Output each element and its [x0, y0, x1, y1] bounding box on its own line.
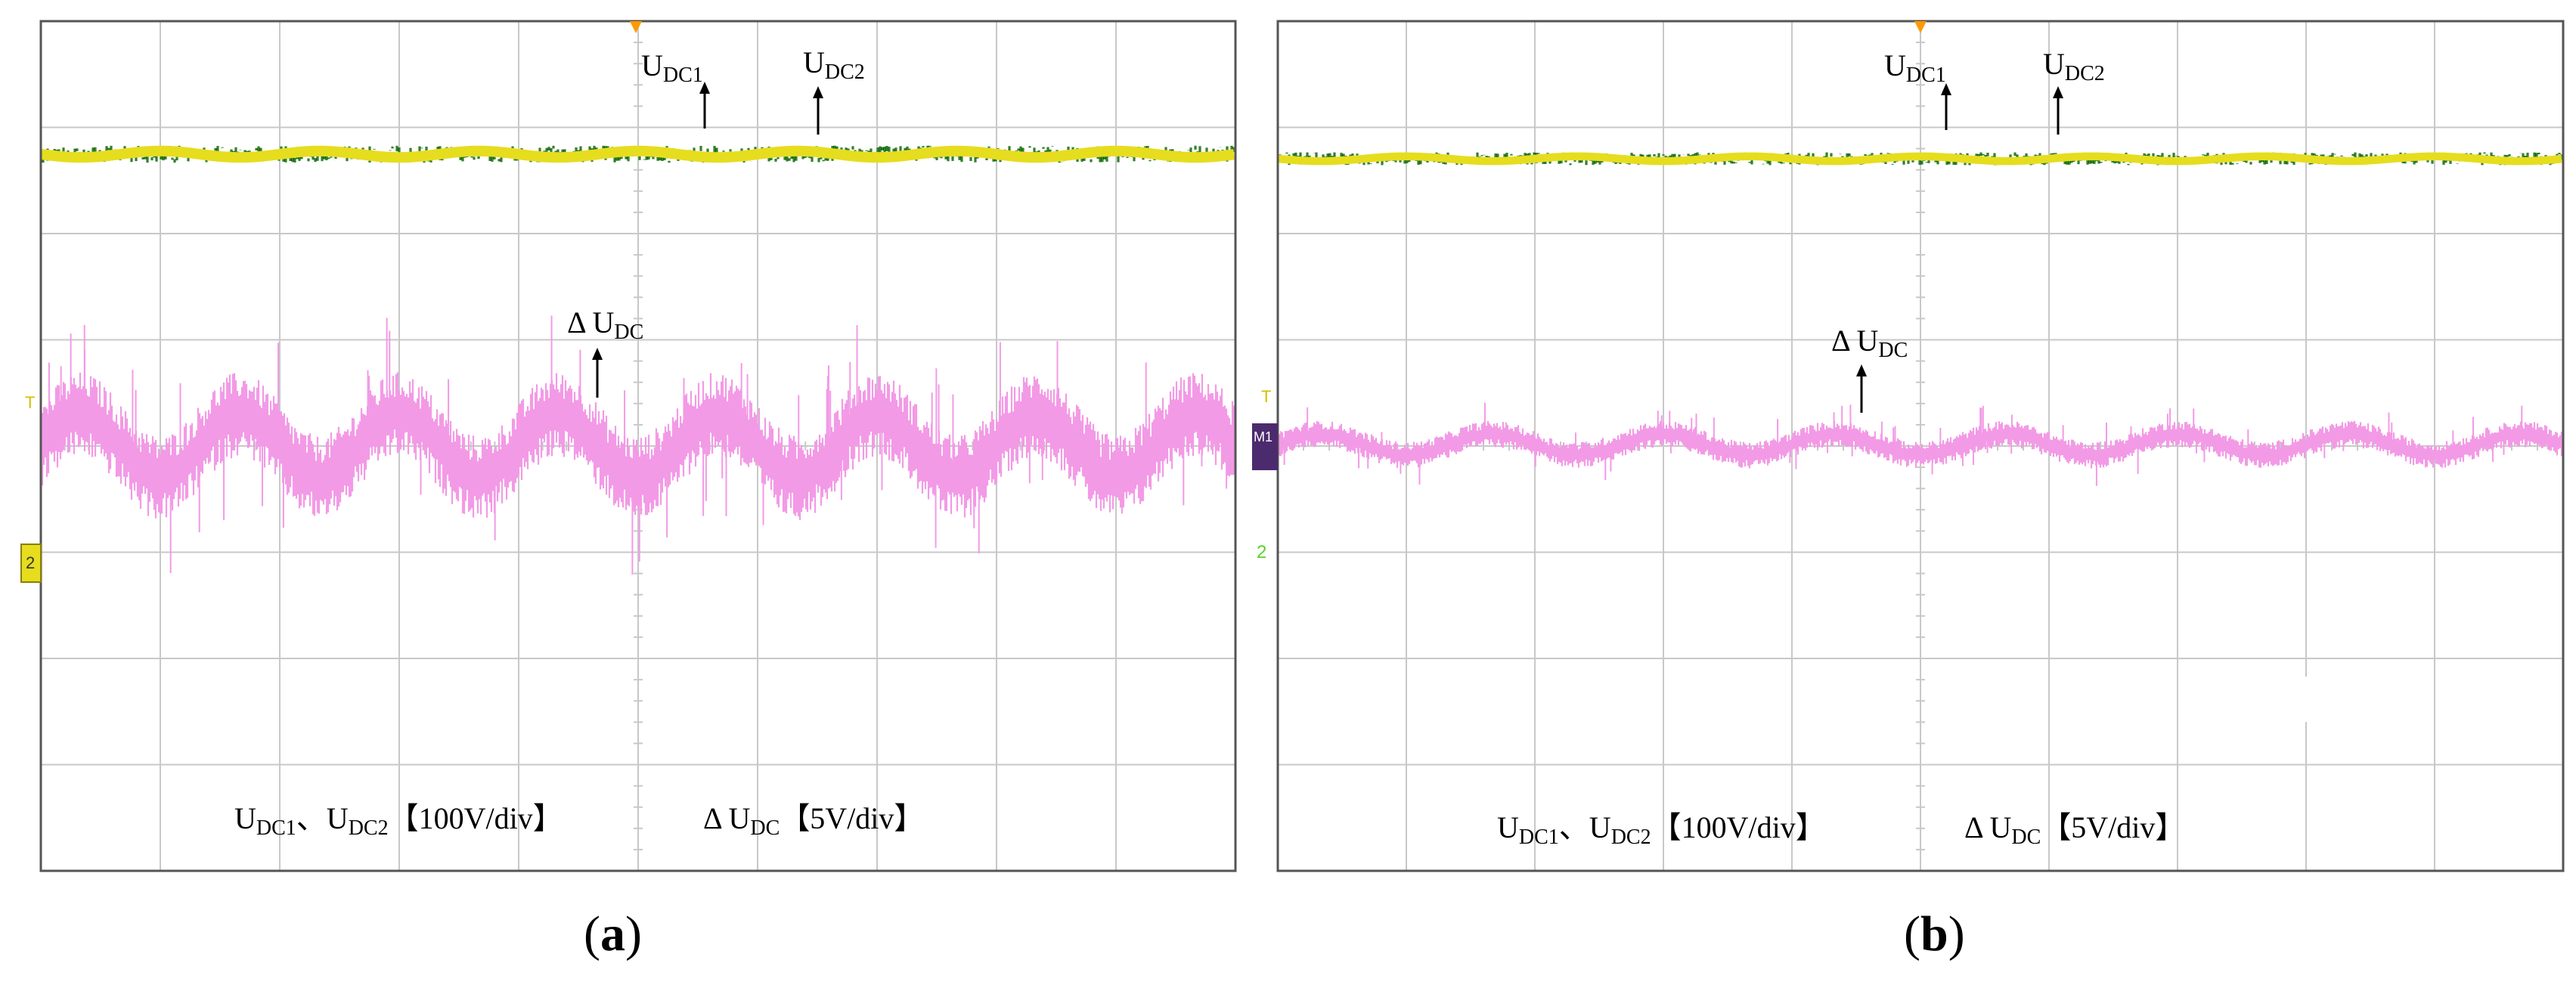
- udc2-arrowhead-b: [2053, 86, 2063, 98]
- scale-label-udc-b: UDC1、UDC2【100V/div】: [1497, 810, 1826, 849]
- oscilloscope-screen-b: T M1 2 UDC1 UDC2 Δ UDC UDC1、UDC2【100V/di…: [1252, 20, 2565, 872]
- panel-b: T M1 2 UDC1 UDC2 Δ UDC UDC1、UDC2【100V/di…: [1240, 0, 2576, 985]
- channel-2-marker-b: 2: [1257, 542, 1266, 562]
- series-udc2-trace: [1277, 152, 2562, 166]
- overlay-patch-b: [2302, 677, 2422, 722]
- udc2-label-b: UDC2: [2043, 47, 2105, 85]
- series-udc2-trace: [40, 145, 1235, 163]
- delta-udc-arrowhead-a: [592, 348, 603, 360]
- scale-label-delta-udc-a: Δ UDC【5V/div】: [703, 801, 924, 840]
- math-channel-marker-box-b: [1252, 423, 1278, 470]
- trigger-position-marker-a: [630, 21, 642, 33]
- scale-label-udc-a: UDC1、UDC2【100V/div】: [234, 801, 563, 840]
- caption-a: (a): [584, 906, 642, 962]
- trigger-position-marker-b: [1914, 21, 1927, 33]
- caption-letter-b: b: [1920, 906, 1948, 962]
- panel-a: T 2 UDC1 UDC2 Δ UDC UDC1、UDC2【100V/div】 …: [0, 0, 1278, 985]
- math-channel-marker-b: M1: [1254, 429, 1273, 444]
- trigger-level-marker-a: T: [25, 393, 35, 412]
- trigger-level-marker-b: T: [1261, 387, 1271, 406]
- udc1-label-a: UDC1: [641, 48, 703, 87]
- udc1-arrowhead-b: [1941, 83, 1951, 95]
- delta-udc-label-a: Δ UDC: [567, 305, 643, 344]
- udc-traces-b: [1276, 152, 2563, 166]
- caption-b: (b): [1904, 906, 1965, 962]
- udc1-label-b: UDC1: [1884, 48, 1946, 87]
- delta-udc-label-b: Δ UDC: [1831, 324, 1908, 362]
- grid-b: [1277, 20, 2564, 872]
- channel-2-marker-box-a: [20, 544, 42, 583]
- series-delta-udc-spikes: [1283, 402, 2523, 486]
- udc2-label-a: UDC2: [803, 45, 865, 84]
- udc2-arrowhead-a: [813, 86, 823, 98]
- delta-udc-arrowhead-b: [1856, 364, 1867, 376]
- oscilloscope-screen-a: T 2 UDC1 UDC2 Δ UDC UDC1、UDC2【100V/div】 …: [20, 20, 1237, 872]
- channel-2-marker-a: 2: [26, 553, 35, 572]
- scale-label-delta-udc-b: Δ UDC【5V/div】: [1964, 810, 2185, 849]
- caption-letter-a: a: [600, 906, 625, 962]
- udc1-arrowhead-a: [699, 82, 710, 94]
